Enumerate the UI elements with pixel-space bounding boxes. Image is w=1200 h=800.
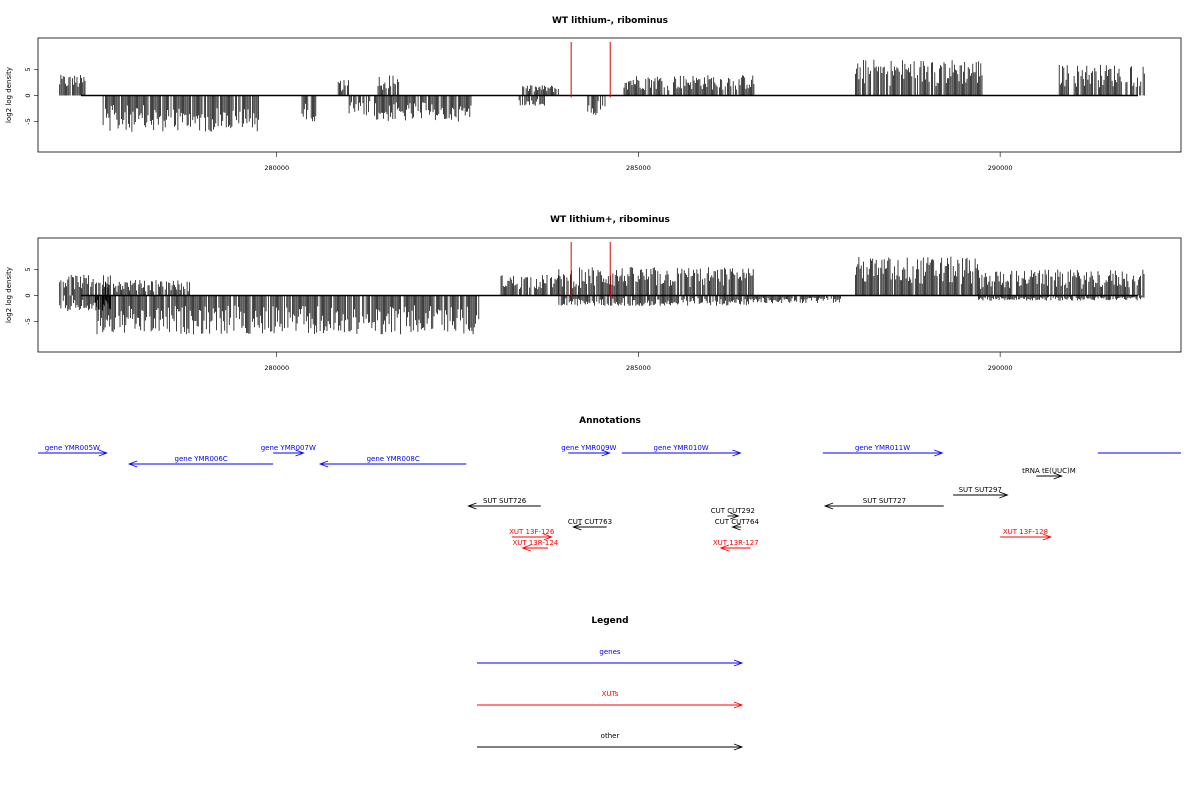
legend-items: genes XUTs other	[477, 648, 744, 751]
legend-label: XUTs	[602, 690, 619, 698]
arrowhead-left	[719, 544, 730, 552]
feature-label: gene YMR009W	[561, 444, 616, 452]
annotation-feature: CUT CUT292	[711, 507, 755, 520]
annotations-title: Annotations	[579, 416, 641, 426]
feature-label: XUT 13F-126	[509, 528, 555, 536]
track-2-markers	[570, 242, 611, 298]
arrowhead-right	[543, 533, 553, 541]
x-tick-label: 290000	[988, 364, 1013, 372]
legend-panel: Legend genes XUTs other	[477, 616, 744, 751]
y-tick-label: 5	[24, 67, 32, 71]
arrowhead-right	[999, 491, 1009, 499]
annotation-feature: XUT 13F-128	[1000, 528, 1053, 541]
y-tick-label: -5	[24, 318, 32, 324]
annotation-feature: gene YMR009W	[561, 444, 617, 457]
arrowhead-right	[730, 512, 740, 520]
legend-arrowhead	[733, 743, 744, 751]
feature-label: XUT 13R-127	[713, 539, 759, 547]
annotation-feature: SUT SUT726	[467, 497, 541, 510]
feature-label: SUT SUT297	[959, 486, 1002, 494]
annotation-feature: XUT 13F-126	[509, 528, 555, 541]
feature-label: gene YMR008C	[367, 455, 420, 463]
legend-item: other	[477, 732, 744, 751]
track-2-y-axis: -5 0 5	[24, 267, 39, 325]
annotation-feature: tRNA tE(UUC)M	[1022, 467, 1076, 480]
legend-title: Legend	[591, 616, 628, 626]
x-tick-label: 280000	[264, 164, 289, 172]
track-lithium-plus: WT lithium+, ribominus log2 log density …	[5, 215, 1182, 372]
feature-label: CUT CUT764	[715, 518, 760, 526]
annotation-feature: gene YMR006C	[127, 455, 274, 468]
annotation-features: gene YMR005W gene YMR006C gene YMR007W gene…	[38, 444, 1181, 552]
track-1-markers	[570, 42, 611, 98]
feature-label: gene YMR007W	[261, 444, 316, 452]
arrowhead-right	[1042, 533, 1053, 541]
feature-label: gene YMR011W	[855, 444, 910, 452]
track-1-title: WT lithium-, ribominus	[552, 16, 668, 26]
arrowhead-left	[572, 523, 582, 531]
feature-label: SUT SUT726	[483, 497, 527, 505]
feature-label: gene YMR006C	[175, 455, 228, 463]
legend-arrowhead	[733, 659, 744, 667]
legend-label: other	[601, 732, 620, 740]
feature-label: CUT CUT763	[568, 518, 612, 526]
annotation-feature: gene YMR011W	[822, 444, 944, 457]
track-1-y-axis: -5 0 5	[24, 67, 39, 125]
annotation-feature: CUT CUT764	[715, 518, 760, 531]
annotation-feature: gene YMR005W	[38, 444, 109, 457]
y-tick-label: -5	[24, 118, 32, 124]
x-tick-label: 280000	[264, 364, 289, 372]
arrowhead-right	[601, 449, 611, 457]
annotation-feature: XUT 13R-127	[713, 539, 759, 552]
arrowhead-right	[934, 449, 944, 457]
arrowhead-left	[521, 544, 531, 552]
track-1-density-bars	[59, 59, 1145, 132]
annotation-feature: gene YMR010W	[621, 444, 742, 457]
annotation-feature: gene YMR008C	[318, 455, 467, 468]
feature-label: CUT CUT292	[711, 507, 755, 515]
y-tick-label: 5	[24, 267, 32, 271]
feature-label: gene YMR010W	[654, 444, 709, 452]
legend-item: XUTs	[477, 690, 744, 709]
annotation-feature: SUT SUT727	[823, 497, 944, 510]
arrowhead-left	[318, 460, 329, 468]
annotation-feature: gene YMR007W	[261, 444, 316, 457]
arrowhead-left	[467, 502, 477, 510]
y-tick-label: 0	[24, 93, 32, 97]
arrowhead-right	[98, 449, 109, 457]
arrowhead-right	[295, 449, 305, 457]
arrowhead-left	[127, 460, 138, 468]
feature-label: tRNA tE(UUC)M	[1022, 467, 1076, 475]
arrowhead-right	[1053, 472, 1063, 480]
x-tick-label: 290000	[988, 164, 1013, 172]
track-2-ylabel: log2 log density	[5, 267, 13, 323]
track-2-x-axis: 280000 285000 290000	[264, 352, 1013, 372]
arrowhead-left	[823, 502, 834, 510]
annotation-feature: XUT 13R-124	[512, 539, 559, 552]
track-2-title: WT lithium+, ribominus	[550, 215, 670, 225]
legend-item: genes	[477, 648, 744, 667]
feature-label: gene YMR005W	[45, 444, 100, 452]
x-tick-label: 285000	[626, 364, 651, 372]
feature-label: XUT 13R-124	[512, 539, 558, 547]
arrowhead-left	[731, 523, 741, 531]
y-tick-label: 0	[24, 293, 32, 297]
annotation-feature: CUT CUT763	[568, 518, 612, 531]
annotation-feature: SUT SUT297	[953, 486, 1009, 499]
track-lithium-minus: WT lithium-, ribominus log2 log density …	[5, 16, 1182, 172]
track-1-x-axis: 280000 285000 290000	[264, 152, 1013, 172]
x-tick-label: 285000	[626, 164, 651, 172]
legend-arrowhead	[733, 701, 744, 709]
legend-label: genes	[599, 648, 620, 656]
feature-label: SUT SUT727	[863, 497, 906, 505]
track-1-ylabel: log2 log density	[5, 67, 13, 123]
arrowhead-right	[732, 449, 742, 457]
feature-label: XUT 13F-128	[1003, 528, 1048, 536]
